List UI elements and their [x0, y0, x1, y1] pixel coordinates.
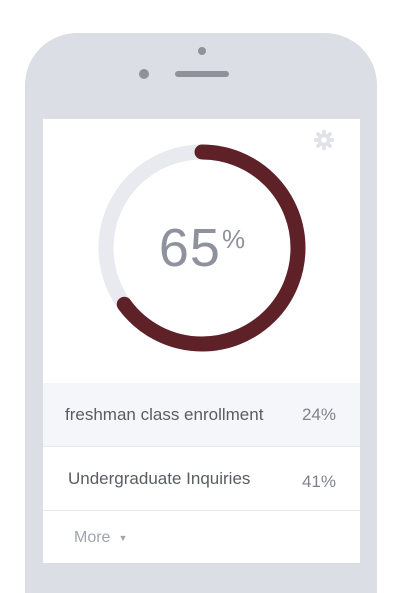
front-sensor [198, 47, 206, 55]
list-item-label: freshman class enrollment [65, 405, 264, 424]
gauge-fill [98, 144, 306, 352]
list-item-label: Undergraduate Inquiries [68, 469, 251, 488]
earpiece-speaker [175, 71, 229, 77]
list-item-percent: 41% [301, 472, 336, 491]
list-item-undergraduate-inquiries[interactable]: Undergraduate Inquiries 41% [43, 447, 360, 511]
more-label: More [74, 529, 111, 546]
gear-icon[interactable] [313, 129, 335, 151]
more-dropdown-button[interactable]: More ▼ [74, 529, 127, 547]
list-item-freshman-enrollment[interactable]: freshman class enrollment 24% [43, 383, 360, 447]
caret-down-icon: ▼ [118, 533, 128, 543]
widget-screen: 65 % freshman class enrollment 24% Under… [43, 119, 360, 563]
front-camera [139, 69, 149, 79]
progress-gauge [98, 144, 306, 352]
list-item-percent: 24% [301, 405, 336, 424]
